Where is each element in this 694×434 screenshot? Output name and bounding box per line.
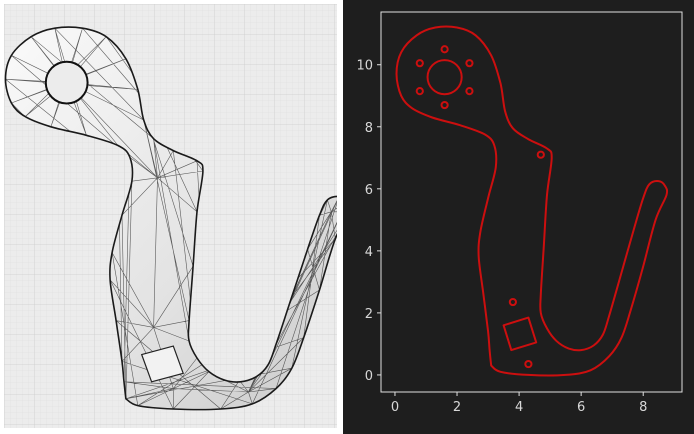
bolt-hole [415, 59, 424, 68]
y-tick-label: 4 [365, 245, 373, 260]
plot-shapes [395, 25, 669, 377]
mesh-render-view [4, 4, 337, 428]
x-tick-label: 0 [391, 400, 399, 415]
bolt-hole [465, 86, 474, 96]
bolt-hole [508, 297, 517, 307]
mesh-center-bore [44, 60, 89, 105]
mesh-render-canvas [4, 4, 337, 428]
outline-plot-panel: 0 2 4 6 8 0 2 4 6 8 10 [343, 0, 694, 434]
bolt-hole [536, 150, 545, 159]
bolt-hole [415, 86, 424, 96]
x-axis: 0 2 4 6 8 [391, 392, 647, 415]
y-tick-label: 6 [365, 183, 373, 198]
y-tick-label: 2 [365, 307, 373, 322]
x-tick-label: 8 [639, 400, 647, 415]
y-axis: 0 2 4 6 8 10 [356, 59, 381, 384]
center-bore-circle [426, 59, 463, 96]
mesh-square-cutout [140, 345, 184, 383]
bolt-hole [440, 45, 449, 54]
x-tick-label: 6 [577, 400, 585, 415]
outline-plot: 0 2 4 6 8 0 2 4 6 8 10 [356, 11, 683, 415]
hook-outline [395, 25, 669, 377]
x-tick-label: 2 [453, 400, 461, 415]
y-tick-label: 8 [365, 121, 373, 136]
y-tick-label: 10 [356, 59, 373, 74]
x-tick-label: 4 [515, 400, 523, 415]
mesh-body [5, 27, 337, 410]
hook-mesh [4, 26, 337, 411]
square-cutout [502, 316, 538, 352]
bolt-hole [465, 59, 474, 68]
mesh-silhouette [4, 26, 337, 411]
bolt-hole [440, 100, 449, 110]
bolt-hole [524, 359, 533, 369]
y-tick-label: 0 [365, 369, 373, 384]
plot-frame [380, 11, 683, 393]
